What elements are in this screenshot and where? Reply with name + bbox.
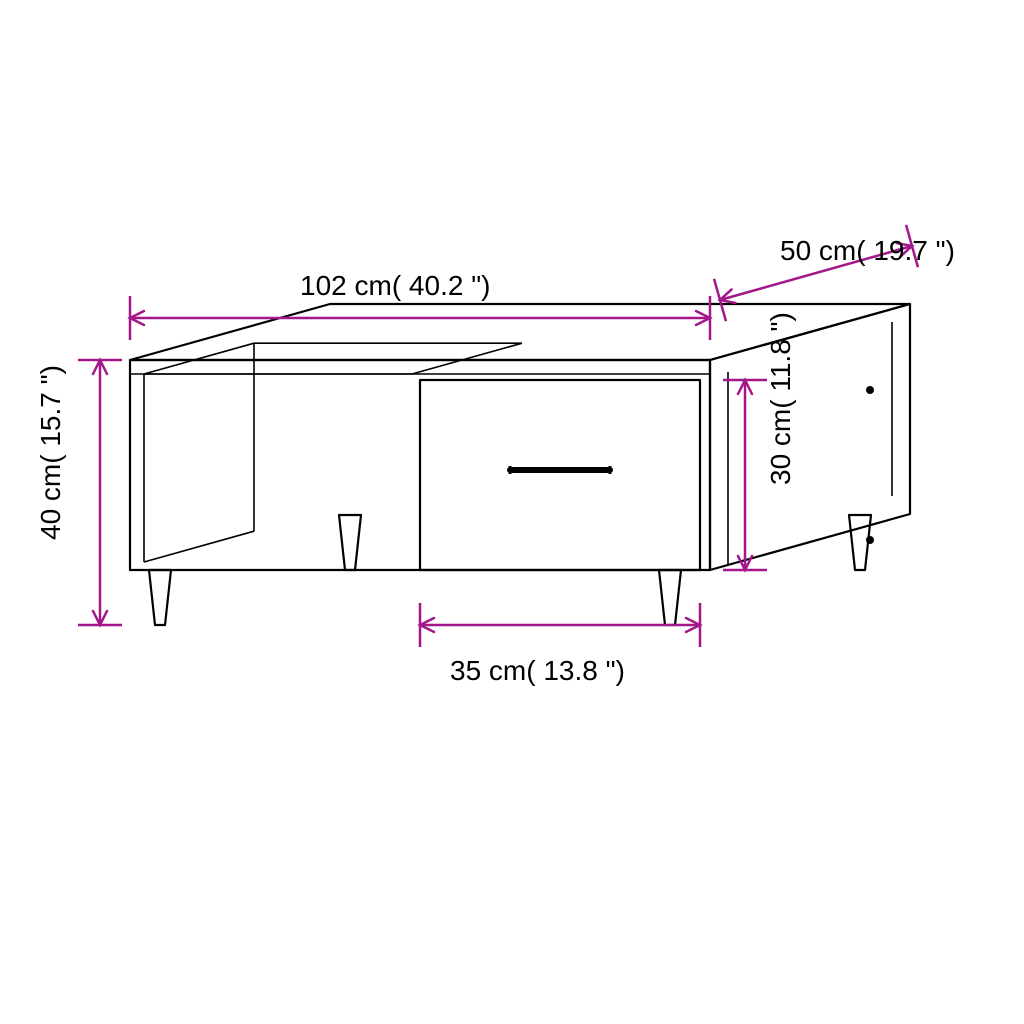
dimension-label: 102 cm( 40.2 ") [300,270,490,301]
dimension-label: 35 cm( 13.8 ") [450,655,625,686]
dimension-label: 30 cm( 11.8 ") [765,312,796,485]
dimension-label: 50 cm( 19.7 ") [780,235,955,266]
dimension-label: 40 cm( 15.7 ") [35,365,66,540]
